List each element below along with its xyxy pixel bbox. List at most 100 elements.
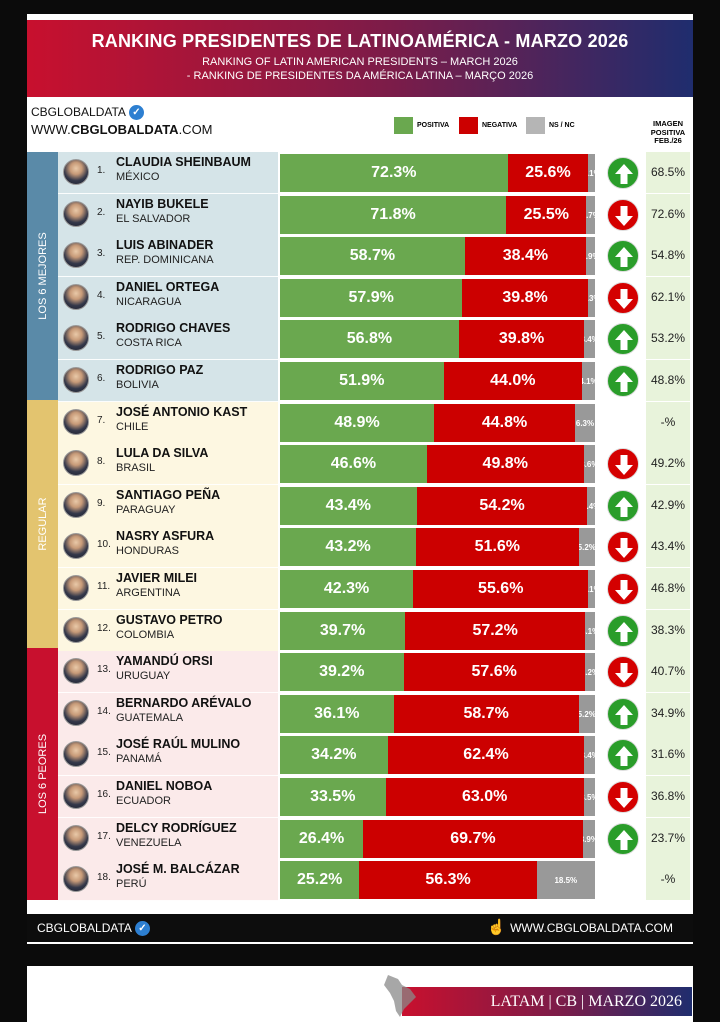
legend-negative-swatch [459, 117, 478, 134]
president-name: GUSTAVO PETRO [116, 613, 223, 627]
positive-value-label: 58.7% [349, 247, 396, 264]
rating-bar: 43.2% 51.6% 5.2% [280, 528, 595, 566]
bar-ns: 6.3% [575, 404, 595, 442]
group-worst-text: LOS 6 PEORES [36, 733, 49, 815]
trend-up-arrow-icon [607, 698, 639, 730]
negative-value-label: 55.6% [478, 580, 524, 597]
rating-bar: 57.9% 39.8% 2.3% [280, 279, 595, 317]
legend-ns: NS / NC [526, 117, 575, 134]
trend-up-arrow-icon [607, 157, 639, 189]
ns-value-label: 3.5% [584, 792, 595, 802]
ns-value-label: 2.9% [585, 251, 595, 261]
previous-image-value: 62.1% [646, 277, 690, 318]
image-header-line3: FEB./26 [654, 136, 682, 145]
trend-down-arrow-icon [607, 531, 639, 563]
image-column-header: IMAGEN POSITIVA FEB./26 [646, 119, 690, 146]
ns-value-label: 5.2% [578, 542, 595, 552]
row-background [58, 194, 278, 236]
country-name: GUATEMALA [116, 712, 184, 724]
trend-down-arrow-icon [607, 199, 639, 231]
group-best-text: LOS 6 MEJORES [36, 232, 49, 320]
previous-image-value: 53.2% [646, 318, 690, 359]
footer-brand: CBGLOBALDATA ✓ [37, 914, 150, 942]
country-name: MÉXICO [116, 171, 160, 183]
negative-value-label: 63.0% [462, 788, 508, 805]
bar-ns: 4.1% [582, 362, 595, 400]
bar-negative: 54.2% [416, 487, 588, 525]
footer-url-text: WWW.CBGLOBALDATA.COM [510, 921, 673, 935]
brand-url-domain: CBGLOBALDATA [70, 122, 179, 137]
negative-value-label: 39.8% [502, 289, 548, 306]
bar-negative: 49.8% [426, 445, 584, 483]
positive-value-label: 39.7% [319, 622, 366, 639]
bar-ns: 5.2% [578, 528, 595, 566]
trend-up-arrow-icon [607, 240, 639, 272]
group-label-worst: LOS 6 PEORES [27, 648, 58, 900]
country-name: HONDURAS [116, 545, 179, 557]
ns-value-label: 3.2% [585, 667, 595, 677]
rank-number: 9. [97, 498, 106, 509]
country-name: PERÚ [116, 878, 147, 890]
header-banner: RANKING PRESIDENTES DE LATINOAMÉRICA - M… [27, 20, 693, 97]
president-photo [63, 450, 89, 476]
rank-number: 15. [97, 747, 111, 758]
legend-negative-label: NEGATIVA [482, 122, 518, 129]
brand-block: CBGLOBALDATA ✓ WWW.CBGLOBALDATA.COM [31, 104, 213, 138]
footer-url-link[interactable]: ☝ WWW.CBGLOBALDATA.COM [487, 914, 673, 942]
footer-badge: LATAM | CB | MARZO 2026 [384, 975, 692, 1017]
country-name: URUGUAY [116, 670, 171, 682]
ns-value-label: 3.6% [584, 459, 595, 469]
brand-url[interactable]: WWW.CBGLOBALDATA.COM [31, 121, 213, 138]
country-name: COSTA RICA [116, 337, 182, 349]
negative-value-label: 57.6% [471, 663, 517, 680]
bar-positive: 46.6% [280, 445, 427, 483]
positive-value-label: 42.3% [323, 580, 370, 597]
positive-value-label: 34.2% [311, 746, 357, 763]
rank-number: 5. [97, 331, 106, 342]
bar-negative: 57.6% [403, 653, 585, 691]
bar-positive: 51.9% [280, 362, 444, 400]
president-photo [63, 700, 89, 726]
president-name: RODRIGO PAZ [116, 363, 204, 377]
trend-up-arrow-icon [607, 490, 639, 522]
positive-value-label: 33.5% [310, 788, 356, 805]
legend-ns-label: NS / NC [549, 122, 575, 129]
ns-value-label: 2.1% [588, 584, 595, 594]
bar-negative: 63.0% [385, 778, 584, 816]
bar-positive: 33.5% [280, 778, 386, 816]
rank-number: 1. [97, 165, 106, 176]
previous-image-value: 38.3% [646, 610, 690, 651]
bar-positive: 25.2% [280, 861, 360, 899]
bar-negative: 69.7% [363, 820, 583, 858]
positive-value-label: 25.2% [297, 871, 343, 888]
bar-ns: 3.4% [584, 736, 595, 774]
positive-value-label: 46.6% [330, 455, 377, 472]
bar-ns: 5.2% [578, 695, 595, 733]
bar-ns: 2.4% [587, 487, 595, 525]
bar-positive: 39.7% [280, 612, 406, 650]
rating-bar: 26.4% 69.7% 3.9% [280, 820, 596, 858]
negative-value-label: 44.0% [490, 372, 536, 389]
president-photo [63, 284, 89, 310]
row-background [58, 485, 278, 527]
row-background [58, 360, 278, 402]
ns-value-label: 3.4% [584, 750, 595, 760]
rating-bar: 25.2% 56.3% 18.5% [280, 861, 595, 899]
rank-number: 10. [97, 539, 111, 550]
president-photo [63, 492, 89, 518]
row-background [58, 776, 278, 818]
positive-value-label: 51.9% [339, 372, 385, 389]
trend-up-arrow-icon [607, 615, 639, 647]
positive-value-label: 56.8% [346, 330, 393, 347]
president-name: YAMANDÚ ORSI [116, 654, 213, 668]
president-name: NASRY ASFURA [116, 529, 215, 543]
positive-value-label: 36.1% [314, 705, 360, 722]
bar-ns: 3.5% [583, 778, 595, 816]
president-name: DELCY RODRÍGUEZ [116, 821, 237, 835]
president-name: JOSÉ ANTONIO KAST [116, 405, 248, 419]
ns-value-label: 2.7% [586, 210, 595, 220]
bar-positive: 36.1% [280, 695, 394, 733]
president-photo [63, 617, 89, 643]
rank-number: 7. [97, 415, 106, 426]
previous-image-value: 34.9% [646, 693, 690, 734]
